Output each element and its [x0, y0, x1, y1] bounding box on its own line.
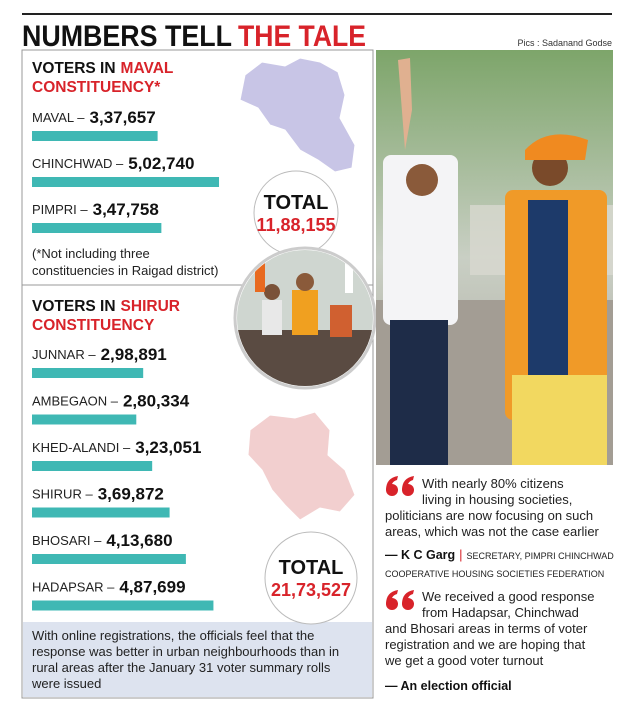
section-heading-red: CONSTITUENCY*: [32, 79, 161, 96]
constituency-name: KHED-ALANDI –: [32, 440, 131, 455]
voter-bar: [32, 600, 214, 611]
main-photo: [376, 50, 613, 465]
note: (*Not including three: [32, 246, 150, 261]
section-heading: VOTERS IN: [32, 298, 116, 315]
constituency-name: SHIRUR –: [32, 487, 93, 502]
quote-text: With nearly 80% citizens: [422, 476, 564, 491]
constituency-name: AMBEGAON –: [32, 394, 119, 409]
constituency-name: CHINCHWAD –: [32, 156, 124, 171]
quote-text: we get a good voter turnout: [384, 653, 544, 668]
total-label: TOTAL: [279, 557, 344, 579]
maval-map: [239, 57, 356, 173]
quote-role: SECRETARY, PIMPRI CHINCHWAD: [467, 551, 615, 561]
footer-box: [23, 622, 372, 697]
voter-bar: [32, 177, 220, 187]
quote-mark: [386, 590, 414, 610]
voter-count: 3,69,872: [98, 485, 164, 504]
title-red: THE TALE: [238, 20, 366, 53]
footer-text: rural areas after the January 31 voter s…: [32, 660, 331, 675]
voter-count: 4,13,680: [106, 531, 172, 550]
total-value: 11,88,155: [256, 215, 335, 235]
footer-text: With online registrations, the officials…: [32, 628, 314, 643]
constituency-name: HADAPSAR –: [32, 580, 115, 595]
title: NUMBERS TELL: [22, 20, 232, 53]
voter-bar: [32, 368, 144, 378]
constituency-name: BHOSARI –: [32, 533, 102, 548]
voter-bar: [32, 414, 137, 425]
quote-text: registration and we are hoping that: [385, 637, 586, 652]
shirur-map: [247, 411, 356, 521]
quote-text: We received a good response: [422, 589, 594, 604]
voter-bar: [32, 223, 162, 233]
quote-role: COOPERATIVE HOUSING SOCIETIES FEDERATION: [385, 569, 604, 579]
voter-count: 5,02,740: [128, 154, 194, 173]
section-heading-red: MAVAL: [121, 60, 174, 77]
left-panel: [21, 49, 374, 699]
voter-bar: [32, 131, 158, 141]
quote-text: from Hadapsar, Chinchwad: [422, 605, 579, 620]
total-circle: [264, 531, 358, 625]
quote-text: living in housing societies,: [422, 492, 572, 507]
section-heading-red: SHIRUR: [121, 298, 180, 315]
total-value: 21,73,527: [271, 580, 351, 600]
separator: |: [459, 547, 462, 562]
constituency-name: MAVAL –: [32, 110, 85, 125]
credit: Pics : Sadanand Godse: [517, 38, 612, 48]
quote-text: areas, which was not the case earlier: [385, 524, 600, 539]
voter-bar: [32, 554, 186, 564]
voter-count: 3,37,657: [90, 108, 156, 127]
voter-count: 2,98,891: [101, 345, 167, 364]
section-heading-red: CONSTITUENCY: [32, 317, 155, 334]
constituency-name: PIMPRI –: [32, 202, 88, 217]
constituency-name: JUNNAR –: [32, 347, 96, 362]
section-heading: VOTERS IN: [32, 60, 116, 77]
voter-bar: [32, 507, 170, 518]
footer-text: response was better in urban neighbourho…: [32, 644, 339, 659]
note: constituencies in Raigad district): [32, 263, 218, 278]
rally-photo: [237, 250, 373, 386]
voter-count: 2,80,334: [123, 392, 190, 411]
voter-count: 3,23,051: [135, 438, 201, 457]
quote-author: — K C Garg: [385, 548, 455, 562]
voter-bar: [32, 461, 153, 471]
quote-text: and Bhosari areas in terms of voter: [385, 621, 588, 636]
voter-count: 4,87,699: [119, 578, 185, 597]
quote-author: — An election official: [385, 679, 512, 693]
voter-count: 3,47,758: [93, 200, 159, 219]
quote-mark: [386, 476, 414, 496]
footer-text: were issued: [31, 676, 101, 691]
quote-text: politicians are now focusing on such: [385, 508, 593, 523]
total-label: TOTAL: [264, 192, 329, 214]
